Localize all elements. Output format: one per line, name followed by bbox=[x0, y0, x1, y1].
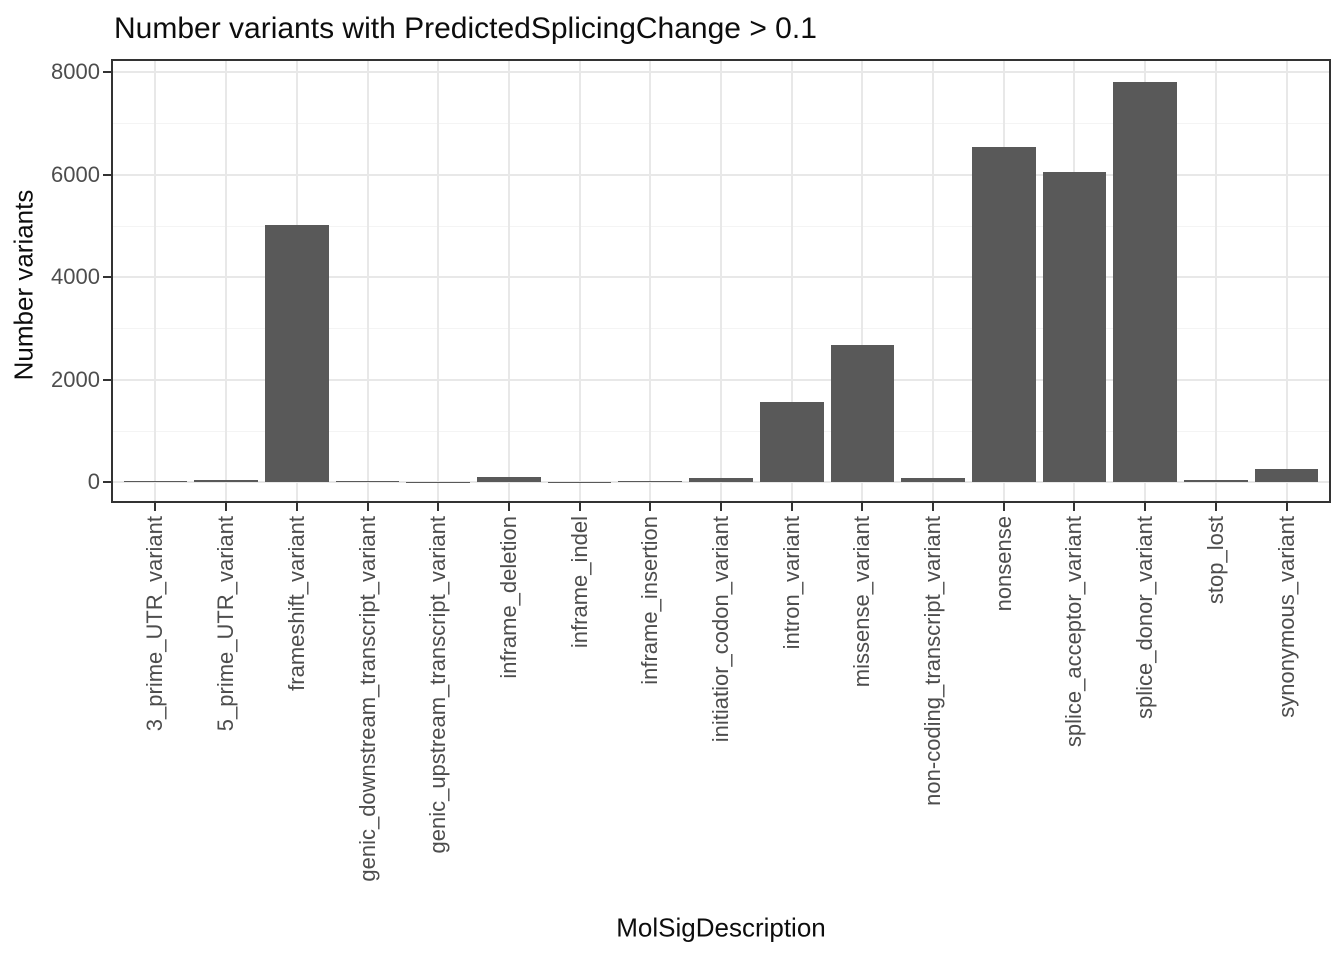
bar-inframe_indel bbox=[547, 481, 612, 482]
x-tick-label: 3_prime_UTR_variant bbox=[142, 516, 168, 732]
x-tick-label: genic_downstream_transcript_variant bbox=[354, 516, 380, 882]
v-gridline-major bbox=[437, 61, 440, 501]
x-tick-mark bbox=[649, 503, 652, 511]
bar-frameshift_variant bbox=[265, 225, 329, 482]
x-tick-mark bbox=[720, 503, 722, 511]
y-tick-label: 8000 bbox=[51, 59, 100, 84]
x-tick-mark bbox=[437, 503, 440, 511]
v-gridline-major bbox=[225, 61, 228, 501]
x-tick-mark bbox=[295, 503, 298, 511]
y-tick-mark bbox=[103, 378, 111, 381]
bar-genic_downstream_transcript_variant bbox=[335, 480, 400, 482]
x-tick-mark bbox=[1214, 503, 1217, 511]
x-tick-label: splice_donor_variant bbox=[1132, 516, 1158, 720]
x-tick-mark bbox=[790, 503, 793, 511]
v-gridline-major bbox=[366, 61, 369, 501]
bar-splice_donor_variant bbox=[1113, 82, 1177, 482]
v-gridline-major bbox=[861, 61, 864, 501]
bar-inframe_insertion bbox=[618, 481, 683, 482]
bar-intron_variant bbox=[759, 401, 824, 482]
y-tick-mark bbox=[103, 276, 111, 278]
x-axis-title: MolSigDescription bbox=[616, 912, 826, 943]
bar-missense_variant bbox=[830, 345, 895, 482]
x-tick-label: initiatior_codon_variant bbox=[708, 516, 733, 743]
x-tick-label: inframe_insertion bbox=[637, 516, 663, 685]
y-tick-mark bbox=[103, 173, 111, 176]
bar-3_prime_UTR_variant bbox=[123, 480, 188, 482]
bar-synonymous_variant bbox=[1254, 469, 1319, 482]
bar-non-coding_transcript_variant bbox=[901, 478, 965, 482]
x-tick-mark bbox=[861, 503, 864, 511]
x-tick-mark bbox=[507, 503, 510, 511]
y-tick-label: 0 bbox=[87, 469, 100, 494]
v-gridline-major bbox=[649, 61, 652, 501]
y-tick-label: 4000 bbox=[51, 264, 100, 289]
x-tick-mark bbox=[1285, 503, 1288, 511]
x-tick-mark bbox=[366, 503, 369, 511]
v-gridline-major bbox=[790, 61, 793, 501]
x-tick-label: splice_acceptor_variant bbox=[1061, 516, 1087, 748]
y-tick-label: 6000 bbox=[51, 161, 100, 187]
x-tick-label: missense_variant bbox=[849, 516, 875, 688]
x-tick-mark bbox=[1073, 503, 1076, 511]
x-tick-mark bbox=[932, 503, 935, 511]
x-tick-mark bbox=[225, 503, 228, 511]
v-gridline-major bbox=[720, 61, 722, 501]
x-tick-label: frameshift_variant bbox=[283, 516, 309, 691]
v-gridline-major bbox=[507, 61, 510, 501]
bar-stop_lost bbox=[1184, 480, 1248, 482]
bar-splice_acceptor_variant bbox=[1042, 172, 1107, 482]
v-gridline-major bbox=[1285, 61, 1288, 501]
x-tick-label: nonsense bbox=[990, 516, 1016, 612]
x-tick-label: inframe_deletion bbox=[495, 516, 521, 679]
x-tick-label: stop_lost bbox=[1202, 516, 1228, 605]
chart-title: Number variants with PredictedSplicingCh… bbox=[114, 12, 817, 45]
plot-panel bbox=[111, 59, 1331, 503]
x-tick-mark bbox=[1002, 503, 1005, 511]
x-tick-mark bbox=[1144, 503, 1147, 511]
v-gridline-major bbox=[578, 61, 581, 501]
v-gridline-major bbox=[1214, 61, 1217, 501]
bar-nonsense bbox=[971, 146, 1036, 482]
y-tick-label: 2000 bbox=[51, 366, 100, 392]
bar-initiatior_codon_variant bbox=[689, 478, 753, 482]
y-tick-mark bbox=[103, 481, 111, 483]
x-tick-label: intron_variant bbox=[778, 516, 804, 650]
bar-inframe_deletion bbox=[477, 476, 541, 482]
y-tick-mark bbox=[103, 71, 111, 73]
v-gridline-major bbox=[154, 61, 157, 501]
bar-5_prime_UTR_variant bbox=[194, 479, 258, 482]
v-gridline-major bbox=[932, 61, 935, 501]
x-tick-mark bbox=[578, 503, 581, 511]
x-tick-label: inframe_indel bbox=[566, 516, 592, 649]
x-tick-label: 5_prime_UTR_variant bbox=[213, 516, 239, 732]
x-tick-mark bbox=[154, 503, 157, 511]
x-tick-label: synonymous_variant bbox=[1273, 516, 1299, 718]
bar-genic_upstream_transcript_variant bbox=[406, 481, 471, 482]
x-tick-label: genic_upstream_transcript_variant bbox=[425, 516, 451, 854]
x-tick-label: non-coding_transcript_variant bbox=[920, 516, 946, 806]
